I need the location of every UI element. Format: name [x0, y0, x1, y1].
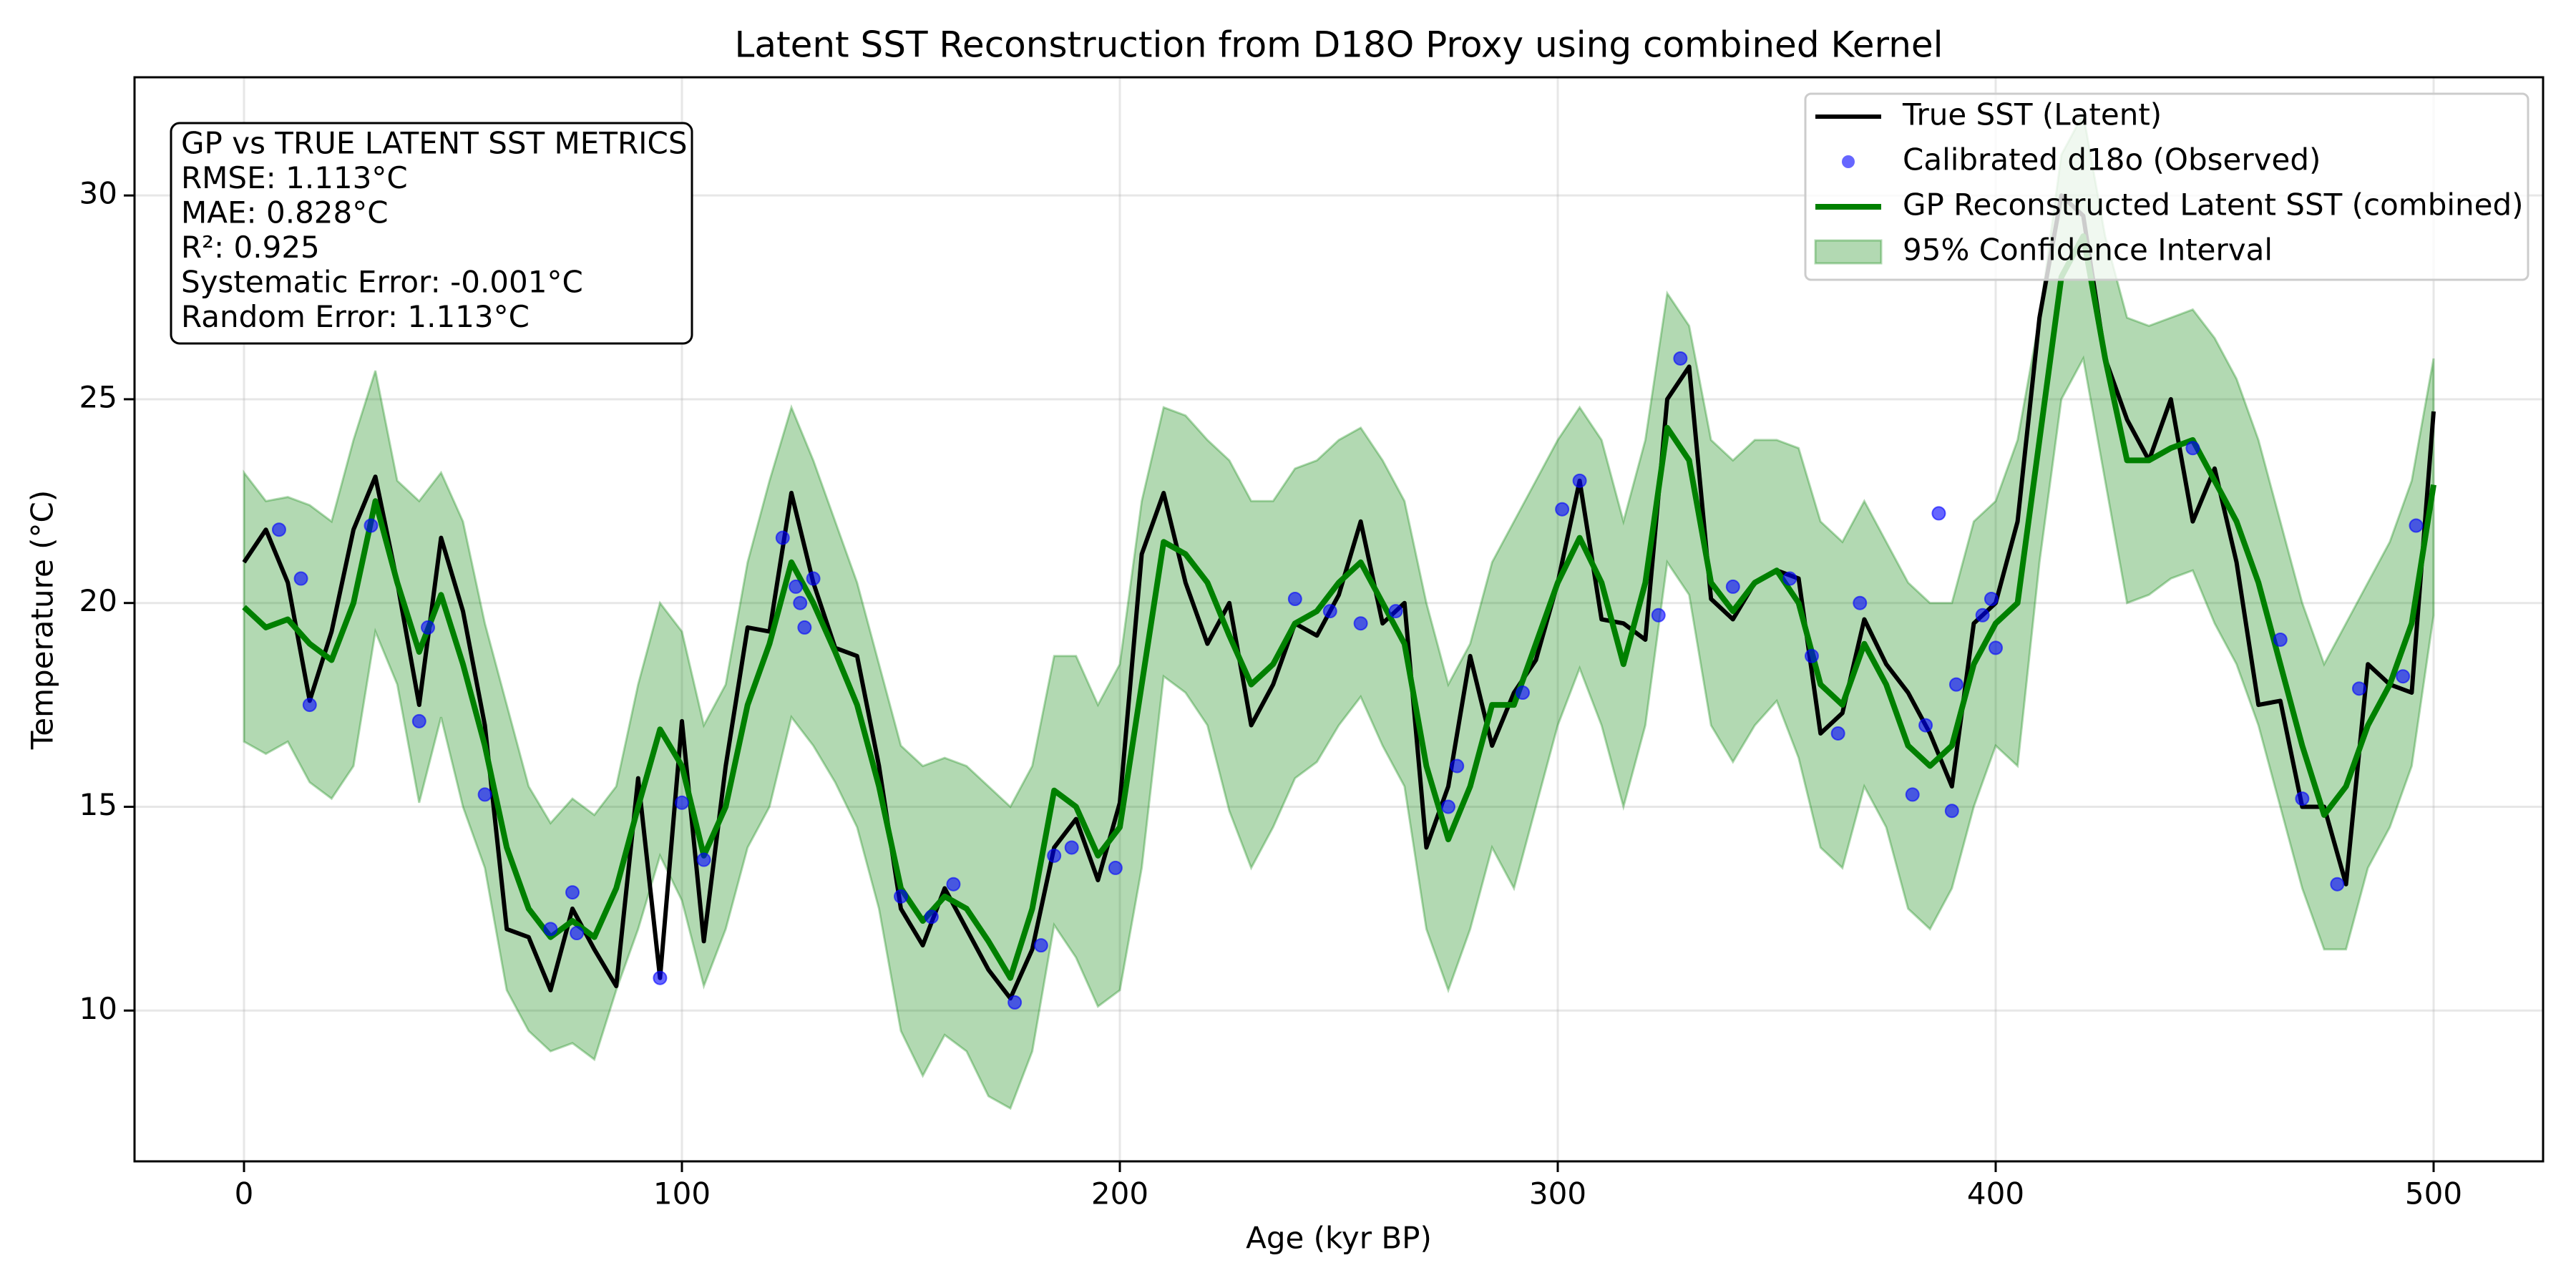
data-point: [421, 620, 436, 635]
data-point: [1064, 840, 1079, 855]
data-point: [793, 595, 808, 610]
data-point: [653, 970, 668, 985]
data-point: [789, 579, 804, 594]
x-tick-label: 200: [1091, 1176, 1148, 1211]
data-point: [1555, 502, 1570, 517]
data-point: [1944, 804, 1959, 819]
legend-swatch: [1842, 155, 1855, 168]
data-point: [894, 889, 908, 904]
data-point: [1975, 608, 1990, 623]
data-point: [2273, 632, 2288, 647]
data-point: [543, 922, 558, 937]
data-point: [2295, 791, 2310, 806]
data-point: [2396, 669, 2411, 684]
legend-swatch: [1814, 239, 1883, 265]
x-tick-label: 100: [653, 1176, 711, 1211]
data-point: [675, 795, 689, 810]
x-tick-label: 0: [235, 1176, 254, 1211]
x-tick-label: 500: [2405, 1176, 2462, 1211]
legend-label: True SST (Latent): [1902, 97, 2162, 132]
metrics-line: Systematic Error: -0.001°C: [181, 265, 583, 300]
axes-frame: [133, 76, 2545, 1163]
confidence-band: [243, 110, 2435, 1111]
metrics-line: R²: 0.925: [181, 230, 320, 265]
data-point: [1918, 718, 1933, 733]
data-point: [2185, 441, 2200, 456]
x-tick-label: 300: [1529, 1176, 1586, 1211]
data-point: [1931, 506, 1946, 521]
legend-box: [1804, 92, 2529, 281]
data-point: [293, 571, 308, 586]
data-point: [302, 698, 317, 713]
data-point: [1725, 579, 1740, 594]
data-point: [1572, 473, 1587, 488]
data-point: [775, 530, 790, 545]
data-point: [1804, 648, 1819, 663]
data-point: [1322, 604, 1337, 619]
data-point: [1047, 848, 1062, 863]
y-tick-label: 15: [79, 787, 117, 822]
x-tick-label: 400: [1967, 1176, 2024, 1211]
y-tick-label: 20: [79, 583, 117, 618]
data-point: [1388, 604, 1403, 619]
data-point: [1353, 616, 1368, 631]
data-point: [477, 787, 492, 802]
data-point: [565, 885, 580, 900]
data-point: [1516, 686, 1531, 701]
data-point: [1008, 995, 1023, 1010]
data-point: [1782, 571, 1797, 586]
data-point: [946, 877, 961, 892]
y-axis-label: Temperature (°C): [25, 490, 60, 751]
chart-title: Latent SST Reconstruction from D18O Prox…: [734, 24, 1943, 66]
data-point: [1905, 787, 1920, 802]
metrics-frame: [170, 122, 693, 345]
data-point: [271, 522, 286, 537]
data-point: [570, 926, 585, 941]
metrics-line: Random Error: 1.113°C: [181, 299, 530, 334]
data-point: [1984, 592, 1999, 607]
data-point: [1673, 351, 1688, 366]
data-point: [1830, 726, 1845, 741]
data-point: [1651, 608, 1666, 623]
y-tick-label: 10: [79, 991, 117, 1026]
data-point: [1948, 677, 1963, 692]
metrics-line: MAE: 0.828°C: [181, 195, 389, 230]
data-point: [1450, 758, 1465, 774]
metrics-line: RMSE: 1.113°C: [181, 160, 408, 195]
data-point: [2409, 518, 2424, 533]
data-point: [924, 909, 939, 924]
data-point: [1989, 640, 2003, 655]
data-point: [1853, 595, 1868, 610]
legend-label: GP Reconstructed Latent SST (combined): [1903, 187, 2524, 223]
x-axis-label: Age (kyr BP): [1246, 1221, 1432, 1256]
data-point: [2330, 877, 2345, 892]
metrics-line: GP vs TRUE LATENT SST METRICS: [181, 126, 688, 161]
data-point: [364, 518, 379, 533]
data-point: [797, 620, 812, 635]
legend-label: Calibrated d18o (Observed): [1903, 142, 2321, 177]
legend-label: 95% Confidence Interval: [1903, 233, 2273, 268]
data-point: [1108, 860, 1123, 875]
data-point: [2351, 681, 2366, 696]
data-point: [1033, 938, 1048, 953]
data-point: [696, 852, 711, 867]
y-tick-label: 25: [79, 379, 117, 414]
legend: True SST (Latent) Calibrated d18o (Observ…: [1804, 92, 2529, 281]
data-point: [411, 713, 426, 728]
data-point: [806, 571, 821, 586]
axes: 0 100 200 300 400 500 10 15 20 25 30: [79, 76, 2545, 1211]
data-point: [1441, 799, 1455, 814]
data-point: [1287, 592, 1302, 607]
y-tick-label: 30: [79, 176, 117, 211]
